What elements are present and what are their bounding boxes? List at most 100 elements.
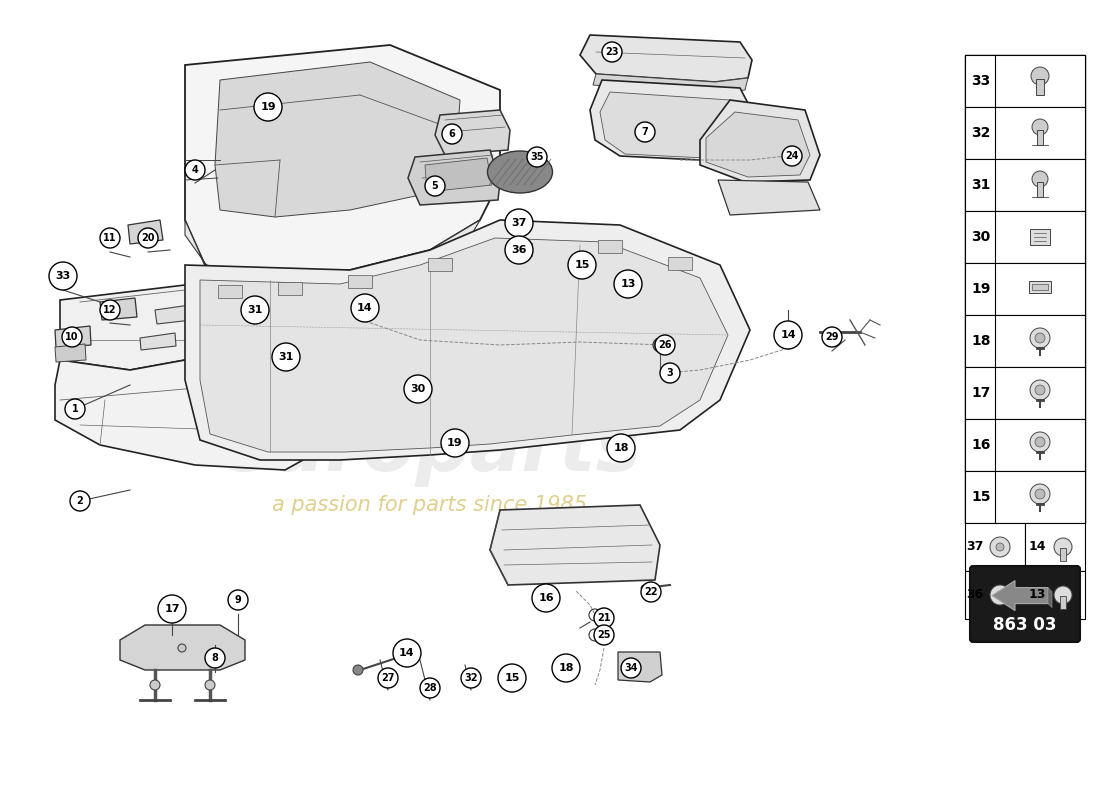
Circle shape bbox=[1035, 333, 1045, 343]
Circle shape bbox=[65, 399, 85, 419]
Circle shape bbox=[657, 342, 663, 348]
Text: europarts: europarts bbox=[219, 413, 641, 487]
Circle shape bbox=[660, 363, 680, 383]
FancyBboxPatch shape bbox=[970, 566, 1080, 642]
Circle shape bbox=[1030, 484, 1050, 504]
Polygon shape bbox=[55, 344, 86, 362]
Circle shape bbox=[505, 209, 534, 237]
Polygon shape bbox=[185, 220, 480, 290]
Circle shape bbox=[185, 160, 205, 180]
Polygon shape bbox=[55, 360, 330, 470]
Text: 31: 31 bbox=[971, 178, 991, 192]
Circle shape bbox=[505, 236, 534, 264]
Bar bbox=[965, 571, 1025, 619]
Text: 35: 35 bbox=[530, 152, 543, 162]
Text: 16: 16 bbox=[971, 438, 991, 452]
Text: 24: 24 bbox=[785, 151, 799, 161]
Circle shape bbox=[594, 608, 614, 628]
Circle shape bbox=[498, 664, 526, 692]
Text: 7: 7 bbox=[641, 127, 648, 137]
Circle shape bbox=[425, 176, 446, 196]
Polygon shape bbox=[214, 62, 460, 217]
Bar bbox=[965, 523, 1025, 571]
Polygon shape bbox=[200, 238, 728, 452]
Circle shape bbox=[228, 590, 248, 610]
Text: a passion for parts since 1985: a passion for parts since 1985 bbox=[273, 495, 587, 515]
Polygon shape bbox=[580, 35, 752, 82]
Circle shape bbox=[353, 665, 363, 675]
Bar bbox=[965, 55, 1085, 107]
Text: 14: 14 bbox=[399, 648, 415, 658]
Circle shape bbox=[441, 429, 469, 457]
Polygon shape bbox=[618, 652, 662, 682]
Text: 27: 27 bbox=[382, 673, 395, 683]
Circle shape bbox=[442, 124, 462, 144]
Polygon shape bbox=[668, 257, 692, 270]
Circle shape bbox=[1035, 489, 1045, 499]
Text: 3: 3 bbox=[667, 368, 673, 378]
Text: 14: 14 bbox=[780, 330, 795, 340]
Text: 20: 20 bbox=[141, 233, 155, 243]
Bar bbox=[965, 159, 1085, 211]
Circle shape bbox=[138, 228, 158, 248]
Text: 23: 23 bbox=[605, 47, 618, 57]
Circle shape bbox=[50, 262, 77, 290]
Text: 30: 30 bbox=[971, 230, 991, 244]
Text: 17: 17 bbox=[971, 386, 991, 400]
Polygon shape bbox=[590, 80, 762, 160]
Circle shape bbox=[1035, 437, 1045, 447]
Circle shape bbox=[641, 585, 647, 591]
Polygon shape bbox=[1030, 229, 1050, 245]
Bar bbox=[1037, 130, 1043, 145]
Text: 8: 8 bbox=[211, 653, 219, 663]
Circle shape bbox=[774, 321, 802, 349]
Circle shape bbox=[241, 296, 270, 324]
Circle shape bbox=[205, 648, 225, 668]
Circle shape bbox=[1032, 171, 1048, 187]
Bar bbox=[1060, 548, 1066, 561]
Polygon shape bbox=[100, 298, 138, 320]
Text: 25: 25 bbox=[597, 630, 611, 640]
Text: 33: 33 bbox=[971, 74, 991, 88]
Circle shape bbox=[602, 42, 621, 62]
Text: 34: 34 bbox=[625, 663, 638, 673]
Text: 14: 14 bbox=[1028, 541, 1046, 554]
Text: 36: 36 bbox=[967, 589, 983, 602]
Text: 10: 10 bbox=[65, 332, 79, 342]
Circle shape bbox=[378, 668, 398, 688]
Circle shape bbox=[62, 327, 82, 347]
Circle shape bbox=[641, 582, 661, 602]
Circle shape bbox=[158, 595, 186, 623]
Polygon shape bbox=[348, 275, 372, 288]
Circle shape bbox=[393, 639, 421, 667]
Circle shape bbox=[532, 584, 560, 612]
Text: 1: 1 bbox=[72, 404, 78, 414]
Bar bbox=[965, 107, 1085, 159]
Text: 33: 33 bbox=[55, 271, 70, 281]
Text: 17: 17 bbox=[164, 604, 179, 614]
Circle shape bbox=[822, 327, 842, 347]
Text: 30: 30 bbox=[410, 384, 426, 394]
Bar bbox=[965, 471, 1085, 523]
Polygon shape bbox=[490, 505, 660, 585]
Circle shape bbox=[100, 300, 120, 320]
Text: 32: 32 bbox=[971, 126, 991, 140]
Polygon shape bbox=[434, 110, 510, 155]
Bar bbox=[965, 419, 1085, 471]
Circle shape bbox=[178, 644, 186, 652]
Circle shape bbox=[254, 93, 282, 121]
Circle shape bbox=[461, 668, 481, 688]
Bar bbox=[1025, 523, 1085, 571]
Polygon shape bbox=[593, 74, 748, 94]
Text: 37: 37 bbox=[966, 541, 983, 554]
Circle shape bbox=[272, 343, 300, 371]
Circle shape bbox=[527, 147, 547, 167]
Circle shape bbox=[205, 680, 214, 690]
Polygon shape bbox=[278, 282, 303, 295]
Circle shape bbox=[614, 270, 642, 298]
Text: 37: 37 bbox=[512, 218, 527, 228]
Polygon shape bbox=[425, 158, 492, 192]
Circle shape bbox=[1030, 328, 1050, 348]
Polygon shape bbox=[218, 285, 242, 298]
Circle shape bbox=[635, 122, 654, 142]
